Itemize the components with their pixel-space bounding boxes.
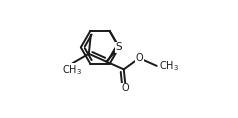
- Text: CH$_3$: CH$_3$: [62, 63, 82, 77]
- Text: S: S: [116, 42, 122, 52]
- Text: O: O: [122, 83, 129, 93]
- Text: O: O: [135, 53, 143, 63]
- Text: CH$_3$: CH$_3$: [159, 59, 179, 73]
